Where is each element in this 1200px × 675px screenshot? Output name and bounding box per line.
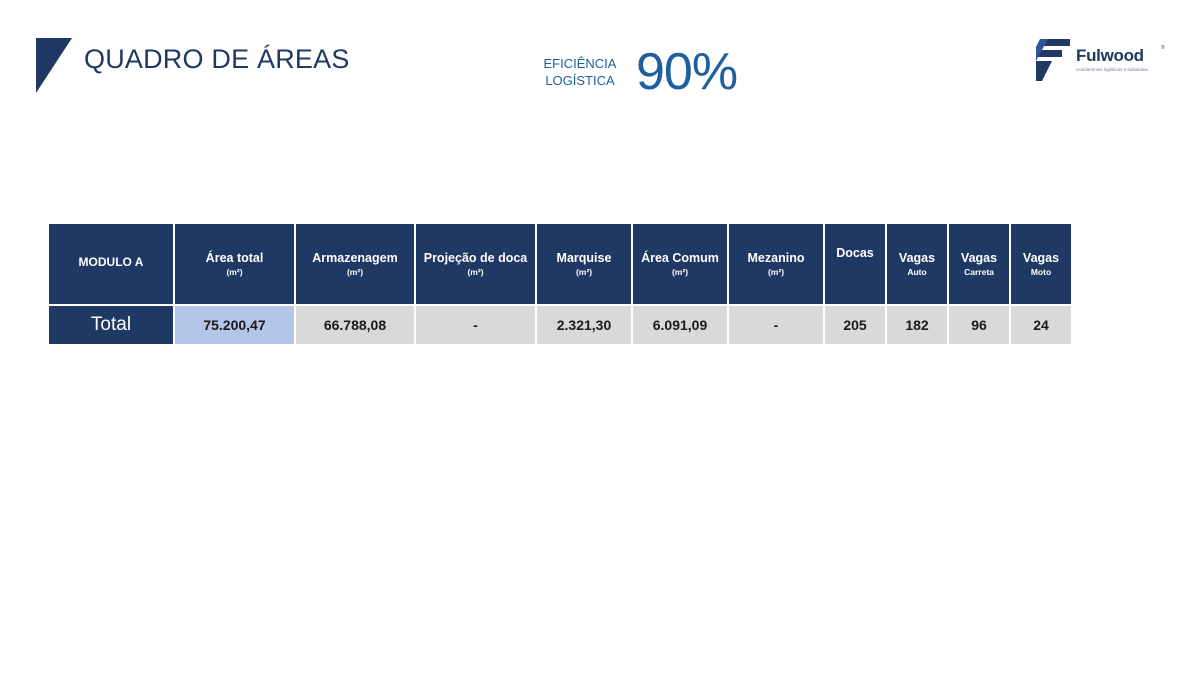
efficiency-value: 90% <box>636 43 738 101</box>
header-label: Vagas <box>960 250 998 265</box>
header-unit: (m²) <box>226 266 243 277</box>
header-vagas-carreta: Vagas Carreta <box>947 222 1011 306</box>
header-unit: (m²) <box>767 266 785 277</box>
cell-armazenagem: 66.788,08 <box>294 304 416 346</box>
cell-area-comum: 6.091,09 <box>631 304 729 346</box>
efficiency-label: EFICIÊNCIA LOGÍSTICA <box>538 55 622 89</box>
header-unit: (m²) <box>575 266 593 277</box>
logo-tagline: Condomínios logísticos e industriais <box>1076 67 1148 72</box>
header-docas: Docas <box>823 222 887 306</box>
table-header-row: MODULO A Área total (m²) Armazenagem (m²… <box>47 222 1073 306</box>
header-unit: Carreta <box>964 266 994 277</box>
page-title: QUADRO DE ÁREAS <box>84 44 350 74</box>
cell-vagas-carreta: 96 <box>947 304 1011 346</box>
cell-marquise: 2.321,30 <box>535 304 633 346</box>
header-label: Mezanino <box>747 250 805 265</box>
areas-table: MODULO A Área total (m²) Armazenagem (m²… <box>47 222 1073 346</box>
efficiency-label-line1: EFICIÊNCIA <box>543 56 617 71</box>
header-marquise: Marquise (m²) <box>535 222 633 306</box>
header-label: Projeção de doca <box>423 250 528 265</box>
header-label: Área Comum <box>641 250 719 265</box>
header-vagas-auto: Vagas Auto <box>885 222 949 306</box>
header-projecao-doca: Projeção de doca (m²) <box>414 222 537 306</box>
header-label: Marquise <box>556 250 612 265</box>
fulwood-f-logo-icon <box>1036 39 1070 81</box>
cell-projecao-doca: - <box>414 304 537 346</box>
header-armazenagem: Armazenagem (m²) <box>294 222 416 306</box>
table-row: Total 75.200,47 66.788,08 - 2.321,30 6.0… <box>47 304 1073 346</box>
header-label: Área total <box>205 250 264 265</box>
header-unit: (m²) <box>671 266 689 277</box>
header-unit: (m²) <box>346 266 364 277</box>
cell-docas: 205 <box>823 304 887 346</box>
header-module: MODULO A <box>47 222 175 306</box>
logo-registered-mark: ® <box>1161 45 1165 51</box>
header-label: Docas <box>836 246 874 260</box>
fulwood-logo: Fulwood ® Condomínios logísticos e indus… <box>1034 37 1166 83</box>
logo-name: Fulwood <box>1076 46 1144 65</box>
cell-vagas-moto: 24 <box>1009 304 1073 346</box>
header-vagas-moto: Vagas Moto <box>1009 222 1073 306</box>
header-area-total: Área total (m²) <box>173 222 296 306</box>
header-unit: Auto <box>907 266 927 277</box>
header-label: Vagas <box>1022 250 1060 265</box>
row-label-total: Total <box>47 304 175 346</box>
header-label: Vagas <box>898 250 936 265</box>
cell-vagas-auto: 182 <box>885 304 949 346</box>
header-label: Armazenagem <box>312 250 398 265</box>
header-area-comum: Área Comum (m²) <box>631 222 729 306</box>
title-triangle-icon <box>36 38 72 93</box>
cell-area-total: 75.200,47 <box>173 304 296 346</box>
header-mezanino: Mezanino (m²) <box>727 222 825 306</box>
header-unit: (m²) <box>467 266 484 277</box>
header-unit: Moto <box>1030 266 1052 277</box>
efficiency-label-line2: LOGÍSTICA <box>545 73 615 88</box>
cell-mezanino: - <box>727 304 825 346</box>
